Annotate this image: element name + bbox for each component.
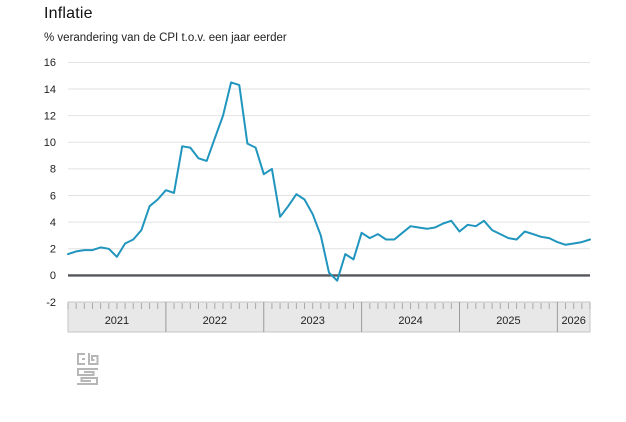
cbs-logo-icon — [77, 353, 99, 385]
year-label: 2023 — [300, 315, 324, 327]
y-tick-label: 8 — [50, 164, 56, 176]
cbs-logo-s — [77, 368, 98, 385]
y-tick-label: -2 — [46, 297, 56, 309]
y-tick-label: 12 — [44, 110, 56, 122]
y-tick-label: 0 — [50, 270, 56, 282]
cbs-logo-b — [88, 353, 99, 365]
year-label: 2026 — [561, 315, 585, 327]
y-tick-label: 10 — [44, 137, 56, 149]
year-label: 2022 — [203, 315, 227, 327]
year-label: 2024 — [398, 315, 422, 327]
cbs-logo-c — [77, 353, 85, 365]
y-tick-label: 4 — [50, 217, 56, 229]
page-title: Inflatie — [44, 5, 93, 22]
y-tick-label: 14 — [44, 84, 56, 96]
y-tick-label: 16 — [44, 57, 56, 69]
y-tick-label: 2 — [50, 244, 56, 256]
year-label: 2021 — [105, 315, 129, 327]
y-tick-label: 6 — [50, 190, 56, 202]
year-label: 2025 — [496, 315, 520, 327]
chart-subtitle: % verandering van de CPI t.o.v. een jaar… — [44, 32, 287, 44]
inflation-line — [67, 81, 591, 282]
